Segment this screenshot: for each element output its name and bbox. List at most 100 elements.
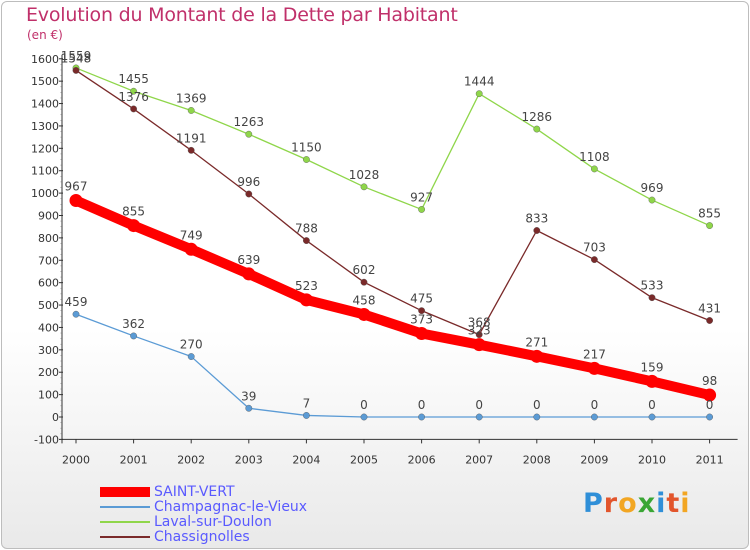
y-tick-label: 200 [38, 366, 59, 379]
data-label: 602 [353, 263, 376, 277]
legend-item: Champagnac-le-Vieux [100, 499, 360, 515]
data-point [360, 183, 368, 191]
data-point [184, 242, 198, 256]
y-tick-label: 0 [52, 411, 59, 424]
legend-item: SAINT-VERT [100, 484, 360, 500]
x-tick-label: 2001 [120, 453, 148, 466]
data-label: 969 [641, 181, 664, 195]
x-tick-label: 2010 [638, 453, 666, 466]
data-point [360, 413, 368, 421]
data-point [591, 413, 598, 421]
legend-swatch [100, 536, 150, 538]
data-point [706, 222, 713, 229]
data-point [130, 332, 138, 340]
data-point [645, 374, 659, 388]
data-point [187, 146, 195, 154]
data-point [533, 413, 541, 421]
data-point [302, 156, 310, 163]
y-tick-label: 300 [38, 344, 59, 357]
data-label: 217 [583, 347, 606, 361]
data-label: 271 [525, 335, 548, 349]
data-label: 967 [65, 179, 88, 193]
data-point [648, 413, 656, 421]
data-label: 996 [237, 175, 260, 189]
data-label: 639 [237, 253, 260, 267]
data-point [706, 317, 713, 324]
data-label: 0 [591, 398, 599, 412]
data-label: 0 [360, 398, 368, 412]
data-point [475, 90, 483, 98]
data-point [127, 219, 141, 233]
data-point [587, 361, 601, 375]
legend-swatch [100, 487, 150, 497]
data-label: 458 [353, 293, 376, 307]
y-tick-label: -100 [34, 433, 59, 446]
data-label: 159 [641, 360, 664, 374]
data-label: 98 [702, 374, 717, 388]
data-label: 39 [241, 389, 256, 403]
data-label: 0 [533, 398, 541, 412]
legend-label: Champagnac-le-Vieux [154, 499, 308, 515]
y-tick-label: 700 [38, 254, 59, 267]
data-label: 1376 [118, 90, 149, 104]
y-tick-label: 1600 [31, 53, 59, 66]
data-label: 1150 [291, 141, 322, 155]
data-point [242, 267, 256, 281]
data-point [591, 165, 598, 173]
logo-letter: P [583, 488, 604, 519]
data-label: 368 [468, 316, 491, 330]
data-label: 0 [706, 398, 714, 412]
data-point [706, 413, 713, 421]
data-label: 1548 [61, 51, 92, 65]
data-point [530, 349, 544, 363]
data-point [418, 413, 425, 421]
data-point [475, 413, 483, 421]
y-tick-label: 100 [38, 389, 59, 402]
y-tick-label: 800 [38, 232, 59, 245]
data-label: 0 [418, 398, 426, 412]
data-point [302, 412, 310, 419]
data-label: 1559 [61, 49, 92, 63]
series-line-2 [75, 67, 711, 227]
data-point [591, 256, 598, 263]
x-tick-label: 2008 [523, 453, 551, 466]
legend-item: Laval-sur-Doulon [100, 514, 360, 530]
data-point [475, 331, 483, 339]
data-point [245, 130, 253, 138]
logo-letter: r [603, 488, 619, 519]
logo-letter: t [666, 488, 681, 519]
data-label: 749 [180, 228, 203, 242]
axes: -100010020030040050060070080090010001100… [31, 53, 738, 466]
data-point [357, 307, 371, 321]
data-labels: 459 362 270 39 7 0 0 0 0 0 0 0 1559 1455 1369 1263 1150 1… [61, 49, 721, 412]
legend-item: Chassignolles [100, 529, 360, 545]
data-label: 1455 [118, 72, 149, 86]
legend-swatch [100, 521, 150, 523]
data-label: 323 [468, 324, 491, 338]
data-point [418, 307, 425, 315]
data-point [533, 227, 541, 234]
x-tick-label: 2007 [465, 453, 493, 466]
logo-letter: i [656, 488, 667, 519]
logo-letter: i [680, 488, 691, 519]
data-label: 533 [641, 279, 664, 293]
data-point [299, 293, 313, 307]
data-label: 362 [122, 317, 145, 331]
y-tick-label: 400 [38, 321, 59, 334]
data-point [245, 190, 253, 198]
data-label: 459 [65, 295, 88, 309]
y-tick-label: 900 [38, 209, 59, 222]
series-line-1 [75, 313, 711, 418]
y-tick-label: 1200 [31, 142, 59, 155]
data-label: 1028 [349, 168, 380, 182]
data-point [648, 294, 656, 302]
data-point [245, 404, 253, 412]
y-tick-label: 1500 [31, 75, 59, 88]
chart-title: Evolution du Montant de la Dette par Hab… [26, 4, 458, 26]
y-tick-label: 1400 [31, 98, 59, 111]
data-label: 0 [648, 398, 656, 412]
data-label: 1191 [176, 131, 207, 145]
data-label: 1444 [464, 75, 495, 89]
data-label: 523 [295, 279, 318, 293]
